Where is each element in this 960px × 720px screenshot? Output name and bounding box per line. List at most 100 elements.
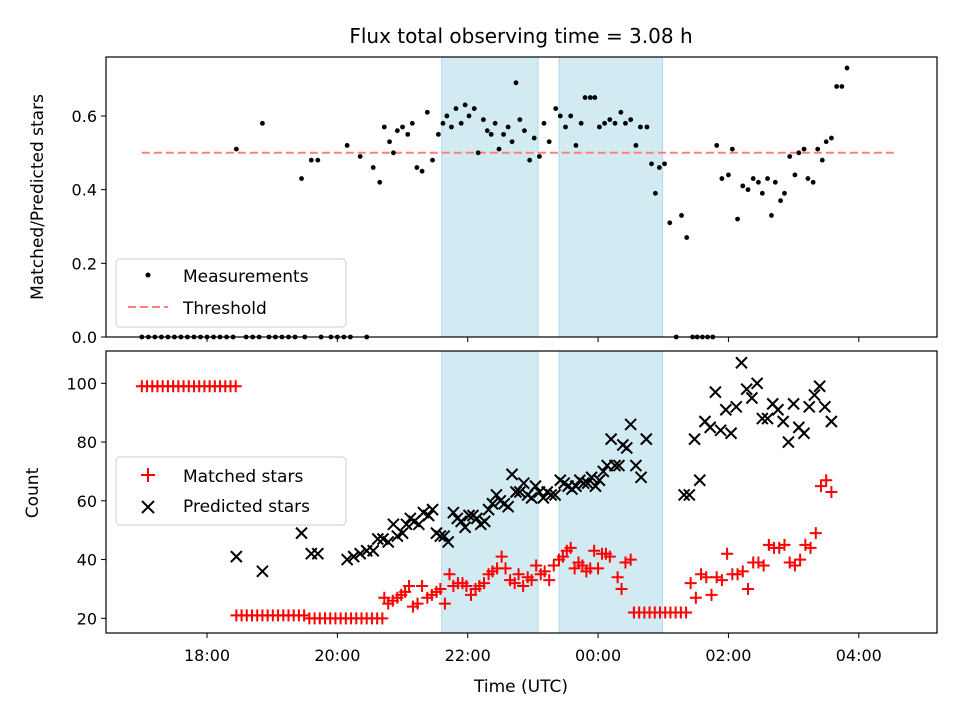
- matched-stars-point: [799, 538, 812, 551]
- measurement-point: [513, 80, 519, 86]
- matched-stars-point: [592, 562, 605, 575]
- measurement-point: [633, 143, 639, 148]
- predicted-stars-point: [761, 412, 774, 425]
- matched-stars-point: [705, 588, 718, 601]
- measurement-point: [844, 65, 850, 71]
- predicted-stars-point: [714, 424, 727, 437]
- matched-stars-point: [710, 571, 723, 584]
- matched-stars-point: [512, 568, 525, 581]
- matched-stars-point: [603, 550, 616, 563]
- predicted-stars-point: [256, 565, 269, 578]
- measurement-point: [488, 131, 494, 137]
- bottom-axes-frame: [105, 350, 938, 634]
- predicted-stars-point: [396, 526, 409, 540]
- predicted-stars-point: [505, 468, 519, 481]
- matched-stars-point: [543, 574, 556, 587]
- predicted-stars-point: [529, 479, 542, 493]
- measurement-point: [394, 128, 400, 134]
- measurement-point: [553, 106, 559, 111]
- matched-stars-point: [376, 612, 389, 625]
- top-y-axis-label: Matched/Predicted stars: [28, 94, 48, 300]
- bottom-legend-box: [115, 456, 347, 526]
- measurement-point: [537, 154, 542, 159]
- predicted-stars-point: [455, 515, 468, 528]
- predicted-stars-point: [486, 497, 499, 510]
- predicted-stars-point: [808, 388, 821, 402]
- predicted-stars-point: [825, 415, 838, 428]
- predicted-stars-point: [581, 476, 594, 490]
- predicted-stars-point: [677, 488, 691, 502]
- predicted-stars-point: [311, 547, 325, 560]
- measurement-point: [829, 135, 834, 141]
- measurement-point: [492, 120, 498, 126]
- matched-stars-point: [530, 559, 543, 572]
- measurement-point: [750, 176, 756, 181]
- predicted-stars-point: [585, 471, 598, 484]
- measurement-point: [315, 157, 321, 163]
- predicted-stars-point: [803, 400, 816, 414]
- matched-stars-point: [508, 577, 521, 590]
- predicted-stars-point: [367, 544, 380, 557]
- measurement-point: [823, 139, 829, 145]
- measurement-point: [541, 120, 547, 126]
- predicted-stars-point: [569, 479, 583, 493]
- predicted-stars-point: [771, 403, 785, 416]
- predicted-stars-point: [230, 550, 243, 563]
- predicted-stars-point: [353, 547, 367, 560]
- predicted-stars-point: [462, 509, 476, 522]
- measurement-point: [801, 146, 807, 152]
- legend-threshold-label: Threshold: [182, 299, 267, 319]
- measurement-point: [792, 172, 798, 178]
- measurement-point: [475, 150, 481, 156]
- matched-stars-point: [741, 582, 754, 595]
- predicted-stars-point: [740, 382, 753, 396]
- measurement-point: [714, 143, 720, 148]
- matched-stars-point: [495, 550, 508, 563]
- measurement-point: [436, 131, 441, 137]
- predicted-stars-point: [517, 476, 530, 490]
- measurement-point: [517, 117, 523, 123]
- predicted-stars-point: [776, 415, 790, 428]
- legend-matched-label: Matched stars: [183, 467, 303, 487]
- matched-stars-point: [416, 580, 429, 592]
- measurement-point: [612, 120, 618, 126]
- predicted-stars-point: [634, 471, 648, 484]
- measurement-point: [656, 165, 662, 170]
- measurement-point: [419, 168, 425, 174]
- chart-title: Flux total observing time = 3.08 h: [349, 24, 692, 48]
- predicted-stars-point: [482, 503, 495, 516]
- matched-stars-point: [403, 580, 416, 592]
- measurement-point: [387, 139, 392, 145]
- x-axis-label: Time (UTC): [473, 677, 568, 697]
- predicted-stars-point: [612, 459, 626, 472]
- measurement-point: [471, 106, 477, 111]
- predicted-stars-point: [797, 427, 811, 440]
- matched-stars-point: [695, 568, 708, 581]
- measurement-point: [735, 216, 740, 222]
- matched-stars-point: [809, 527, 822, 540]
- matched-stars-point: [731, 568, 744, 581]
- predicted-stars-point: [593, 474, 606, 487]
- matched-stars-point: [538, 565, 551, 578]
- predicted-stars-point: [347, 550, 360, 563]
- measurement-point: [357, 154, 363, 159]
- bottom-panel: 20 40 60 80 100 18:00 20:00 22:00 00:00 02:00 04:…: [23, 350, 938, 697]
- predicted-stars-point: [750, 377, 764, 390]
- y-tick-label: 20: [77, 609, 97, 628]
- predicted-stars-point: [756, 412, 769, 425]
- x-tick-label: 02:00: [705, 646, 751, 665]
- matched-stars-point: [820, 474, 833, 487]
- predicted-stars-point: [597, 465, 610, 478]
- x-tick-label: 22:00: [445, 646, 491, 665]
- measurement-point: [480, 117, 486, 123]
- measurement-point: [839, 84, 845, 89]
- measurement-point: [568, 113, 574, 119]
- measurement-point: [649, 161, 654, 167]
- matched-stars-point: [762, 538, 775, 551]
- measurement-point: [782, 190, 787, 196]
- legend-measurements-marker: [145, 272, 151, 278]
- y-tick-label: 100: [66, 374, 97, 393]
- predicted-stars-point: [548, 488, 562, 502]
- matched-stars-point: [611, 571, 624, 584]
- predicted-stars-point: [458, 521, 472, 534]
